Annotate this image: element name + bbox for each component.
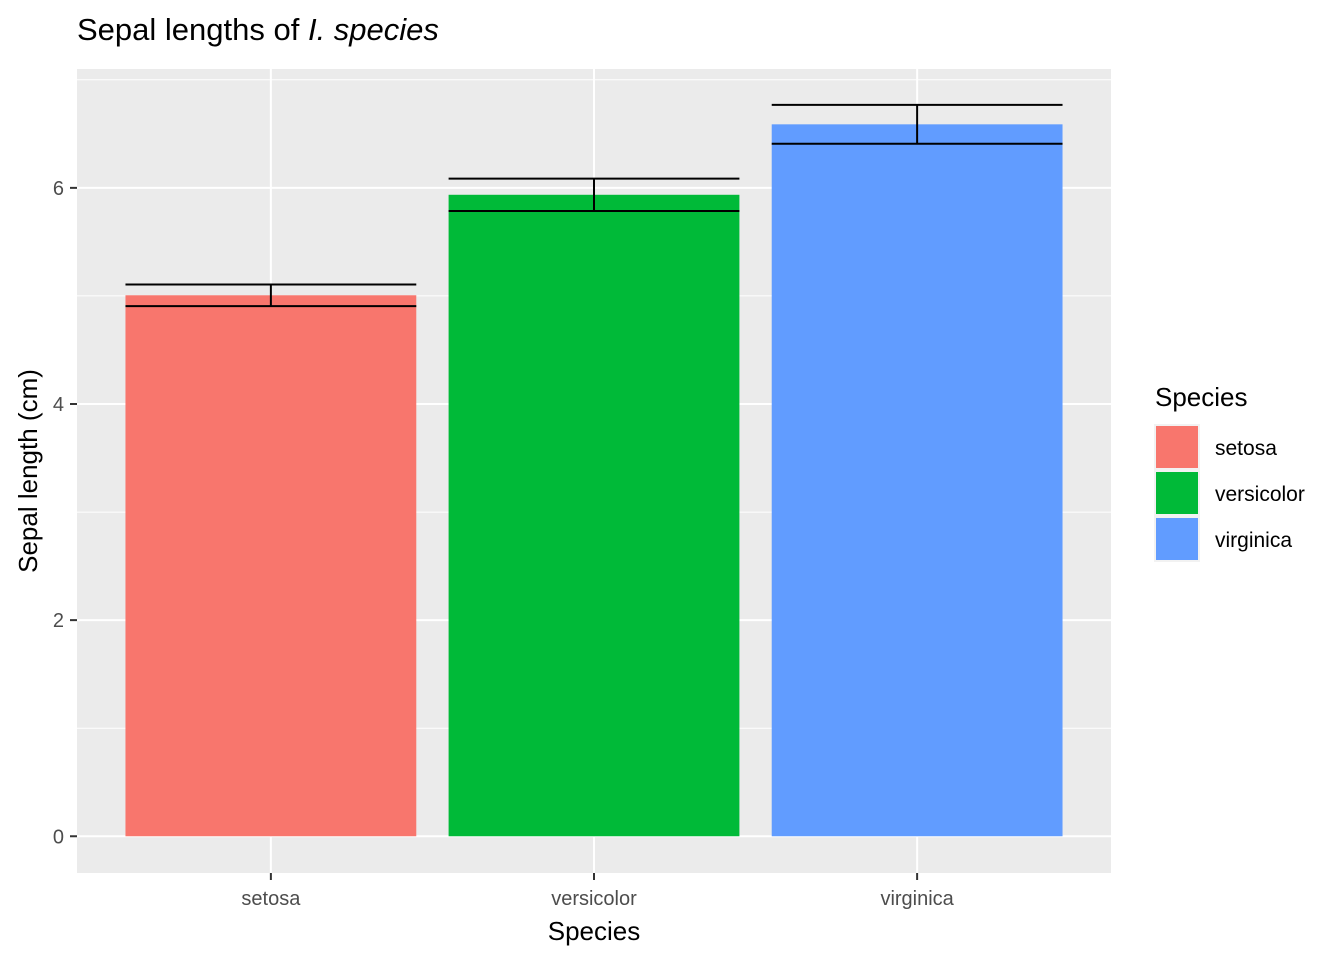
legend-key-setosa [1154, 424, 1200, 470]
errorbar-setosa [125, 283, 417, 308]
legend-label: virginica [1215, 529, 1292, 552]
legend: Species setosa versicolor virginica [1154, 382, 1305, 562]
bars [125, 124, 1063, 837]
bar-setosa [125, 295, 417, 837]
error-bars [125, 103, 1063, 308]
errorbar-versicolor [448, 177, 740, 212]
legend-key-versicolor [1154, 470, 1200, 516]
y-axis-title: Sepal length (cm) [13, 369, 43, 573]
x-tick-label: virginica [880, 888, 954, 910]
y-tick-label: 2 [53, 610, 64, 632]
y-axis: 0 2 4 6 [53, 178, 77, 848]
y-tick-label: 6 [53, 178, 64, 200]
x-tick-label: setosa [241, 888, 301, 910]
legend-label: setosa [1215, 437, 1277, 460]
y-tick-label: 0 [53, 826, 64, 848]
x-axis-title: Species [548, 916, 641, 946]
legend-title: Species [1155, 382, 1248, 412]
errorbar-virginica [771, 103, 1063, 145]
bar-virginica [771, 124, 1063, 837]
legend-key-virginica [1154, 516, 1200, 562]
x-tick-label: versicolor [551, 888, 637, 910]
legend-swatch [1156, 426, 1198, 468]
chart-title: Sepal lengths of I. species [77, 12, 439, 47]
x-axis: setosa versicolor virginica [241, 873, 955, 910]
legend-swatch [1156, 518, 1198, 560]
bar-versicolor [448, 194, 740, 837]
legend-label: versicolor [1215, 483, 1305, 506]
chart-title-italic: I. species [308, 12, 439, 47]
y-tick-label: 4 [53, 394, 64, 416]
chart-title-prefix: Sepal lengths of [77, 12, 308, 47]
legend-swatch [1156, 472, 1198, 514]
